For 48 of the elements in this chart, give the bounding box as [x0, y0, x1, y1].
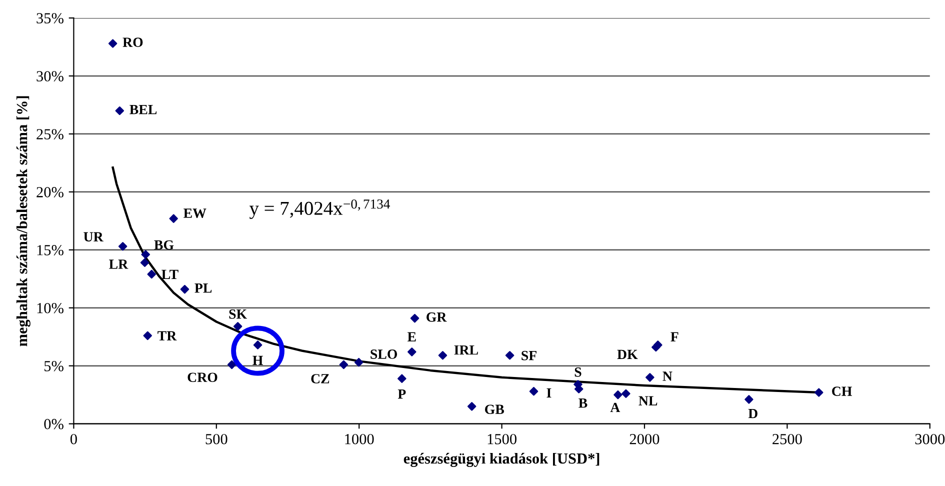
- annotation: BEL: [130, 104, 157, 114]
- annotation: LR: [109, 260, 128, 269]
- annotation: CRO: [188, 372, 218, 382]
- annotation: LT: [162, 270, 178, 279]
- annotation: UR: [84, 232, 104, 242]
- y-tick-label: 0%: [44, 418, 64, 430]
- y-tick-label: 20%: [36, 187, 64, 198]
- y-axis-title: meghaltak száma/balesetek száma [%]: [16, 96, 30, 346]
- annotation: PL: [194, 284, 212, 293]
- x-tick-label: 1000: [345, 434, 374, 444]
- annotation: BG: [154, 240, 174, 250]
- y-tick-label: 10%: [37, 302, 64, 314]
- annotation: EW: [184, 208, 206, 218]
- annotation: NL: [638, 396, 658, 406]
- annotation: F: [670, 332, 678, 342]
- annotation: I: [546, 388, 552, 398]
- annotation: GR: [426, 312, 447, 322]
- y-tick-label: 25%: [36, 129, 64, 140]
- x-tick-label: 500: [206, 434, 228, 444]
- annotation: RO: [122, 38, 143, 47]
- annotation: D: [748, 408, 758, 418]
- annotation: H: [252, 356, 263, 365]
- annotation: SLO: [370, 350, 398, 359]
- annotation: CH: [832, 386, 852, 396]
- x-tick-label: 2000: [630, 434, 660, 444]
- annotation: S: [574, 367, 582, 377]
- annotation: E: [408, 332, 416, 342]
- y-tick-label: 15%: [37, 245, 64, 256]
- annotation: DK: [617, 350, 638, 359]
- annotation: A: [610, 402, 620, 412]
- annotation: TR: [158, 331, 177, 340]
- y-tick-label: 30%: [36, 71, 64, 82]
- annotation: B: [578, 398, 588, 408]
- y-tick-label: 35%: [36, 13, 64, 24]
- annotation: CZ: [311, 374, 330, 384]
- y-tick-label: 5%: [44, 360, 64, 372]
- x-tick-label: 0: [70, 434, 77, 444]
- annotation: IRL: [454, 345, 478, 355]
- x-tick-label: 1500: [488, 434, 516, 444]
- x-tick-label: 2500: [772, 434, 802, 444]
- annotation: P: [398, 389, 406, 399]
- annotation: N: [662, 372, 672, 381]
- annotation: SF: [522, 350, 536, 360]
- annotation: y = 7,4024x$^{−0,7134}$: [249, 199, 390, 219]
- annotation: GB: [485, 404, 504, 414]
- x-tick-label: 3000: [915, 434, 945, 444]
- x-axis-title: egészségügyi kiadások [USD*]: [404, 452, 600, 467]
- annotation: SK: [229, 309, 247, 319]
